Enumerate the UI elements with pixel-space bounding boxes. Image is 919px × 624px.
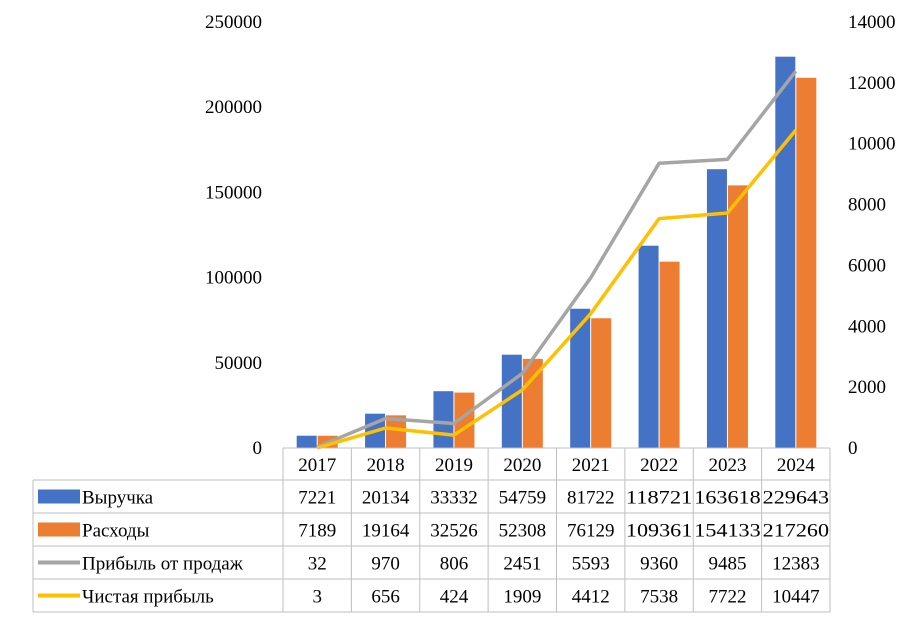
data-table-cell: 7221 bbox=[298, 488, 336, 509]
data-table-cell: 2451 bbox=[503, 554, 541, 575]
left-axis-tick-label: 100000 bbox=[205, 268, 262, 289]
left-axis-tick-label: 250000 bbox=[205, 12, 262, 33]
data-table-cell: 4412 bbox=[572, 587, 610, 608]
series-name: Расходы bbox=[82, 521, 150, 542]
data-table-cell: 109361 bbox=[626, 521, 692, 542]
line-series bbox=[316, 128, 798, 450]
line-series bbox=[316, 70, 798, 449]
bar-расходы bbox=[591, 318, 612, 448]
data-table-cell: 7538 bbox=[640, 587, 678, 608]
bar-выручка bbox=[706, 169, 727, 448]
data-table-cell: 163618 bbox=[694, 488, 760, 509]
legend-key bbox=[38, 489, 80, 504]
data-table-cell: 154133 bbox=[694, 521, 760, 542]
data-table-cell: 3 bbox=[312, 587, 322, 608]
right-axis-tick-label: 6000 bbox=[848, 255, 886, 276]
left-axis-tick-label: 200000 bbox=[205, 97, 262, 118]
bar-расходы bbox=[727, 185, 748, 448]
bar-выручка bbox=[775, 56, 796, 449]
data-table-cell: 118721 bbox=[626, 488, 692, 509]
data-table-cell: 76129 bbox=[567, 521, 615, 542]
right-axis-tick-label: 12000 bbox=[848, 73, 896, 94]
category-label: 2023 bbox=[708, 455, 746, 476]
right-axis-tick-label: 10000 bbox=[848, 134, 896, 155]
data-table-cell: 20134 bbox=[362, 488, 410, 509]
bar-расходы bbox=[454, 392, 475, 448]
right-axis-tick-label: 4000 bbox=[848, 316, 886, 337]
data-table-cell: 52308 bbox=[499, 521, 547, 542]
data-table-cell: 9485 bbox=[708, 554, 746, 575]
data-table-cell: 656 bbox=[371, 587, 400, 608]
data-table-cell: 32 bbox=[308, 554, 327, 575]
data-table-cell: 19164 bbox=[362, 521, 410, 542]
data-table-cell: 32526 bbox=[430, 521, 478, 542]
data-table-cell: 424 bbox=[440, 587, 469, 608]
data-table-cell: 1909 bbox=[503, 587, 541, 608]
data-table-cell: 7189 bbox=[298, 521, 336, 542]
left-axis-tick-label: 0 bbox=[253, 438, 263, 459]
bar-расходы bbox=[386, 415, 407, 448]
series-name: Выручка bbox=[82, 488, 154, 509]
bar-выручка bbox=[296, 435, 317, 448]
category-label: 2017 bbox=[298, 455, 336, 476]
bar-выручка bbox=[638, 245, 659, 448]
series-name: Прибыль от продаж bbox=[82, 554, 244, 575]
bar-выручка bbox=[433, 391, 454, 448]
data-table-cell: 33332 bbox=[430, 488, 478, 509]
right-axis-tick-label: 2000 bbox=[848, 377, 886, 398]
right-axis-tick-label: 14000 bbox=[848, 12, 896, 33]
bar-расходы bbox=[796, 77, 817, 448]
data-table-cell: 229643 bbox=[763, 488, 829, 509]
data-table-cell: 970 bbox=[371, 554, 400, 575]
data-table-cell: 5593 bbox=[572, 554, 610, 575]
category-label: 2022 bbox=[640, 455, 678, 476]
series-name: Чистая прибыль bbox=[82, 587, 214, 608]
right-axis-tick-label: 8000 bbox=[848, 195, 886, 216]
left-axis-tick-label: 150000 bbox=[205, 182, 262, 203]
data-table-cell: 806 bbox=[440, 554, 469, 575]
bar-расходы bbox=[659, 261, 680, 448]
right-axis-tick-label: 0 bbox=[848, 438, 858, 459]
data-table-cell: 217260 bbox=[763, 521, 829, 542]
category-label: 2020 bbox=[503, 455, 541, 476]
category-label: 2021 bbox=[572, 455, 610, 476]
left-axis-tick-label: 50000 bbox=[215, 353, 263, 374]
data-table-cell: 54759 bbox=[499, 488, 547, 509]
legend-key bbox=[38, 522, 80, 537]
data-table-cell: 12383 bbox=[772, 554, 820, 575]
data-table-cell: 9360 bbox=[640, 554, 678, 575]
category-label: 2019 bbox=[435, 455, 473, 476]
data-table-cell: 10447 bbox=[772, 587, 820, 608]
data-table-cell: 81722 bbox=[567, 488, 615, 509]
category-label: 2018 bbox=[367, 455, 405, 476]
data-table-cell: 7722 bbox=[708, 587, 746, 608]
bar-выручка bbox=[570, 308, 591, 448]
category-label: 2024 bbox=[777, 455, 816, 476]
